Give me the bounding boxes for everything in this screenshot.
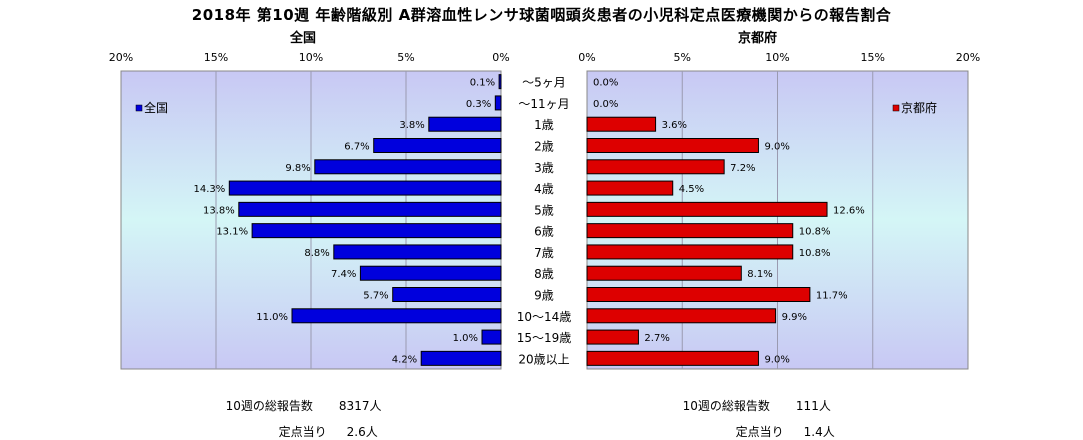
x-tick-right: 0% — [578, 51, 595, 64]
value-label-left: 13.8% — [203, 205, 235, 216]
value-label-right: 9.9% — [782, 312, 807, 323]
category-label: ～5ヶ月 — [522, 76, 566, 90]
category-label: 6歳 — [534, 225, 554, 239]
left-total-value: 8317人 — [338, 399, 382, 413]
bar-right — [586, 159, 725, 175]
bar-right — [586, 265, 742, 281]
x-tick-right: 20% — [956, 51, 980, 64]
category-label: 10～14歳 — [517, 310, 572, 324]
right-panel-label: 京都府 — [738, 31, 778, 46]
left-total-row: 10週の総報告数 8317人 — [218, 383, 382, 414]
value-label-left: 8.8% — [304, 248, 329, 259]
left-per-row: 定点当り 2.6人 — [271, 409, 378, 440]
left-panel-label: 全国 — [290, 31, 317, 46]
x-tick-left: 15% — [204, 51, 228, 64]
bar-right — [586, 287, 811, 302]
value-label-right: 10.8% — [799, 227, 831, 238]
category-label: 15～19歳 — [517, 331, 572, 345]
bar-left — [238, 201, 502, 217]
category-label: 4歳 — [534, 182, 554, 196]
bar-right — [586, 180, 674, 196]
value-label-right: 10.8% — [799, 248, 831, 259]
category-label: 3歳 — [534, 161, 554, 175]
right-total-label: 10週の総報告数 — [682, 399, 770, 413]
value-label-right: 0.0% — [593, 78, 618, 89]
bar-left — [498, 74, 502, 90]
left-total-label: 10週の総報告数 — [225, 399, 313, 413]
bar-right — [586, 244, 794, 260]
value-label-right: 4.5% — [679, 184, 704, 195]
value-label-left: 4.2% — [392, 354, 417, 365]
right-total-row: 10週の総報告数 111人 — [675, 383, 831, 414]
x-tick-left: 20% — [109, 51, 133, 64]
x-tick-left: 0% — [492, 51, 509, 64]
legend-label-left: 全国 — [144, 100, 168, 115]
value-label-right: 2.7% — [644, 333, 669, 344]
bar-right — [586, 329, 639, 345]
value-label-left: 7.4% — [331, 269, 356, 280]
butterfly-chart: 0% 0% 5% 5% 10% 10% 15% 15% 20% 20% 0.1% 0.0% 0.3% 0… — [109, 51, 980, 370]
bar-left — [228, 180, 502, 196]
category-label: 7歳 — [534, 246, 554, 260]
right-per-label: 定点当り — [735, 425, 784, 439]
bar-left — [392, 287, 502, 302]
value-label-right: 9.0% — [764, 354, 789, 365]
value-label-left: 0.3% — [466, 99, 491, 110]
bar-right — [586, 350, 759, 366]
value-label-right: 8.1% — [747, 269, 772, 280]
category-label: 2歳 — [534, 140, 554, 154]
value-label-right: 7.2% — [730, 163, 755, 174]
chart-title: 2018年 第10週 年齢階級別 A群溶血性レンサ球菌咽頭炎患者の小児科定点医療… — [191, 6, 892, 24]
value-label-left: 3.8% — [399, 120, 424, 131]
category-label: 1歳 — [534, 118, 554, 132]
category-label: 9歳 — [534, 289, 554, 303]
value-label-left: 0.1% — [470, 78, 495, 89]
x-tick-right: 5% — [674, 51, 691, 64]
value-label-left: 9.8% — [285, 163, 310, 174]
x-tick-right: 15% — [861, 51, 885, 64]
bar-right — [586, 308, 777, 324]
bar-left — [291, 308, 502, 324]
value-label-right: 9.0% — [764, 142, 789, 153]
bar-right — [586, 201, 828, 217]
right-per-value: 1.4人 — [803, 425, 835, 439]
left-per-value: 2.6人 — [346, 425, 378, 439]
left-per-label: 定点当り — [278, 425, 327, 439]
bar-right — [586, 223, 794, 239]
x-tick-left: 5% — [397, 51, 414, 64]
value-label-left: 13.1% — [216, 227, 248, 238]
value-label-right: 11.7% — [816, 291, 848, 302]
value-label-left: 5.7% — [363, 291, 388, 302]
category-label: 20歳以上 — [518, 352, 569, 366]
bar-left — [251, 223, 502, 239]
bar-right — [586, 116, 657, 132]
right-total-value: 111人 — [795, 399, 831, 413]
value-label-left: 11.0% — [256, 312, 288, 323]
legend-swatch-right — [892, 104, 900, 112]
bar-left — [373, 138, 502, 153]
value-label-left: 14.3% — [194, 184, 226, 195]
right-per-row: 定点当り 1.4人 — [728, 409, 835, 440]
bar-left — [314, 159, 502, 175]
legend-label-right: 京都府 — [901, 100, 937, 115]
x-tick-left: 10% — [299, 51, 323, 64]
bar-left — [420, 350, 502, 366]
bar-left — [428, 116, 502, 132]
category-label: ～11ヶ月 — [518, 97, 569, 111]
value-label-left: 6.7% — [344, 142, 369, 153]
bar-right — [586, 138, 759, 153]
value-label-right: 3.6% — [662, 120, 687, 131]
bar-left — [333, 244, 502, 260]
value-label-right: 12.6% — [833, 205, 865, 216]
bar-left — [359, 265, 502, 281]
x-tick-right: 10% — [765, 51, 789, 64]
bar-left — [481, 329, 502, 345]
value-label-left: 1.0% — [453, 333, 478, 344]
category-label: 8歳 — [534, 267, 554, 281]
bar-left — [494, 95, 502, 111]
category-label: 5歳 — [534, 203, 554, 217]
value-label-right: 0.0% — [593, 99, 618, 110]
legend-swatch-left — [135, 104, 143, 112]
